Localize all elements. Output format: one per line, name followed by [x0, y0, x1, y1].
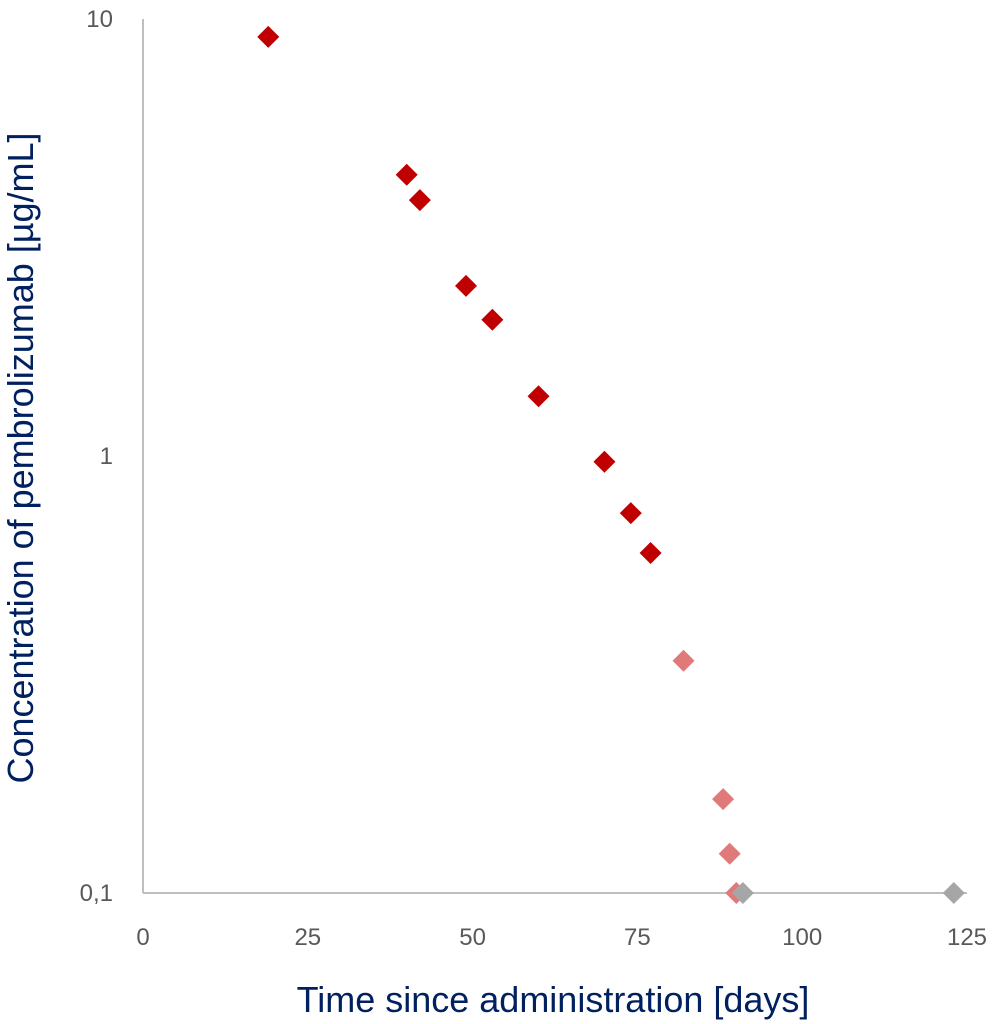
x-tick-label: 125 — [947, 924, 987, 951]
data-point — [712, 788, 735, 811]
data-point — [408, 189, 431, 212]
data-point — [257, 25, 280, 48]
x-tick-label: 0 — [136, 924, 149, 951]
y-tick-label: 0,1 — [80, 880, 113, 907]
data-point — [619, 502, 642, 525]
x-tick-label: 50 — [459, 924, 486, 951]
y-tick-label: 10 — [86, 6, 113, 33]
x-tick-label: 100 — [782, 924, 822, 951]
data-point — [942, 882, 965, 904]
data-point — [481, 308, 504, 331]
data-point — [455, 274, 478, 297]
x-tick-label: 25 — [294, 924, 321, 951]
data-points — [257, 25, 965, 904]
data-point — [718, 842, 741, 865]
data-point — [527, 385, 550, 408]
data-point — [395, 163, 418, 186]
y-axis-ticks: 10 1 0,1 — [80, 6, 113, 907]
data-point — [731, 882, 754, 904]
data-point — [593, 450, 616, 473]
x-axis-title: Time since administration [days] — [297, 979, 810, 1020]
y-axis-title: Concentration of pembrolizumab [µg/mL] — [0, 132, 41, 783]
y-tick-label: 1 — [100, 443, 113, 470]
x-tick-label: 75 — [624, 924, 651, 951]
axes — [142, 19, 967, 894]
data-point — [639, 541, 662, 564]
x-axis-ticks: 0 25 50 75 100 125 — [136, 924, 987, 951]
data-point — [672, 649, 695, 672]
